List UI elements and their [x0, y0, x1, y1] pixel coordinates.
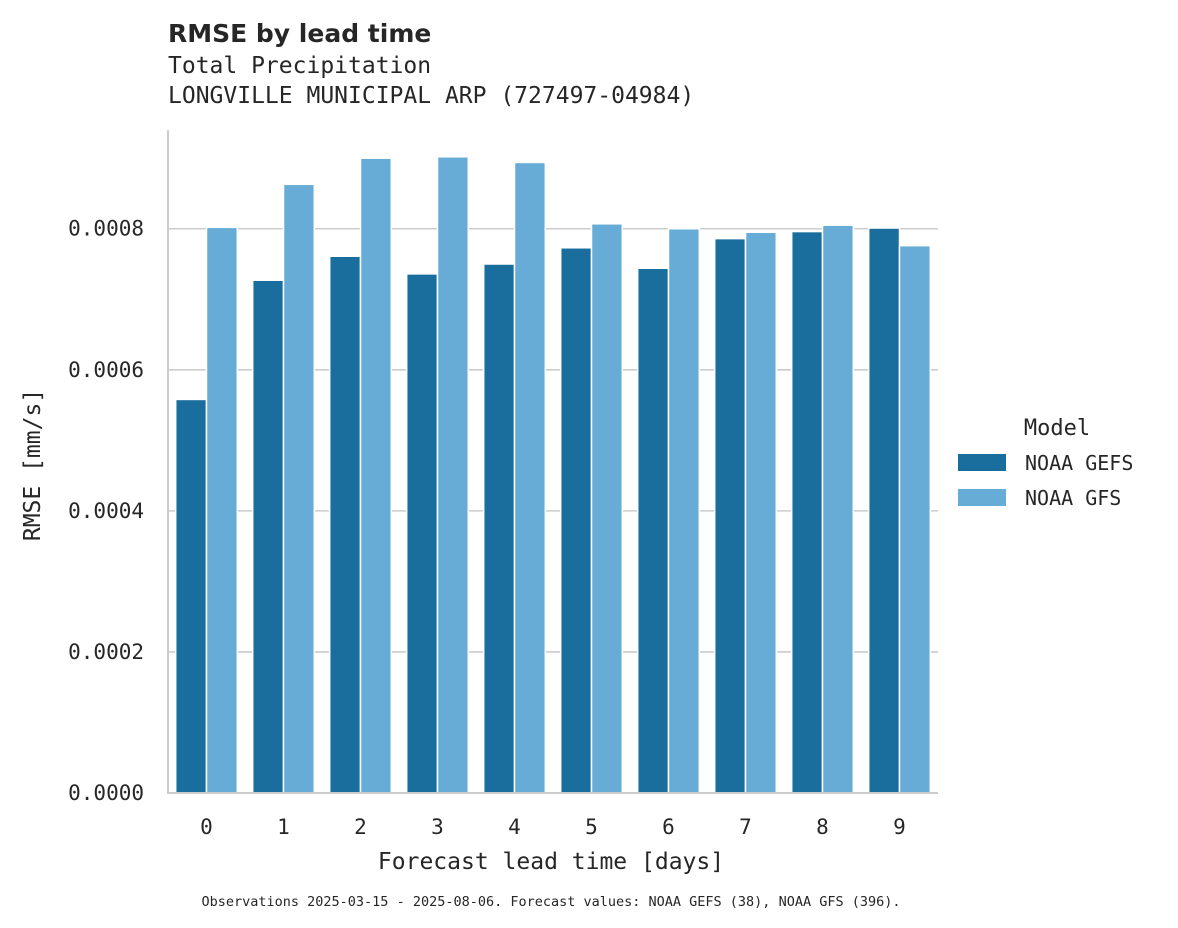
x-tick-label: 1	[277, 815, 290, 839]
legend-swatch	[958, 489, 1006, 506]
bar-noaa-gfs-4	[513, 161, 547, 794]
legend-label: NOAA GFS	[1025, 486, 1121, 510]
bar-noaa-gefs-0	[174, 398, 208, 794]
bar-noaa-gefs-6	[636, 267, 670, 794]
y-tick-label: 0.0004	[68, 499, 144, 523]
chart-footnote: Observations 2025-03-15 - 2025-08-06. Fo…	[202, 894, 901, 910]
chart-subtitle-station: LONGVILLE MUNICIPAL ARP (727497-04984)	[168, 83, 694, 109]
x-tick-label: 3	[431, 815, 444, 839]
bar-noaa-gfs-9	[898, 244, 932, 794]
x-tick-label: 0	[200, 815, 213, 839]
bar-noaa-gefs-3	[405, 273, 439, 794]
legend-label: NOAA GEFS	[1025, 451, 1133, 475]
x-tick-label: 4	[508, 815, 521, 839]
y-tick-label: 0.0008	[68, 217, 144, 241]
x-tick-labels: 0 1 2 3 4 5 6 7 8 9	[200, 815, 906, 839]
legend-title: Model	[1024, 416, 1090, 441]
bars-group	[174, 156, 932, 794]
x-axis-label: Forecast lead time [days]	[378, 849, 724, 875]
y-tick-label: 0.0000	[68, 781, 144, 805]
x-tick-label: 6	[662, 815, 675, 839]
bar-noaa-gefs-8	[790, 230, 824, 794]
bar-noaa-gefs-5	[559, 247, 593, 794]
x-tick-label: 9	[893, 815, 906, 839]
bar-noaa-gfs-2	[359, 157, 393, 794]
bar-noaa-gefs-9	[867, 227, 901, 794]
bar-noaa-gfs-0	[205, 226, 239, 794]
chart-subtitle-variable: Total Precipitation	[168, 53, 431, 79]
y-tick-labels: 0.0000 0.0002 0.0004 0.0006 0.0008	[68, 217, 144, 805]
legend: Model NOAA GEFS NOAA GFS	[958, 416, 1133, 510]
bar-noaa-gfs-1	[282, 183, 316, 794]
y-axis-label: RMSE [mm/s]	[20, 389, 46, 541]
x-tick-label: 8	[816, 815, 829, 839]
bar-noaa-gefs-2	[328, 255, 362, 794]
y-tick-label: 0.0006	[68, 358, 144, 382]
bar-noaa-gefs-7	[713, 237, 747, 794]
chart-title: RMSE by lead time	[168, 19, 431, 48]
axes-group	[167, 130, 938, 794]
bar-noaa-gfs-5	[590, 223, 624, 794]
bar-noaa-gfs-3	[436, 156, 470, 794]
bar-noaa-gefs-1	[251, 279, 285, 794]
bar-noaa-gfs-8	[821, 224, 855, 794]
x-tick-label: 5	[585, 815, 598, 839]
x-tick-label: 2	[354, 815, 367, 839]
y-tick-label: 0.0002	[68, 640, 144, 664]
bar-noaa-gfs-7	[744, 231, 778, 794]
bar-noaa-gefs-4	[482, 263, 516, 794]
bar-noaa-gfs-6	[667, 227, 701, 794]
legend-swatch	[958, 454, 1006, 471]
x-tick-label: 7	[739, 815, 752, 839]
